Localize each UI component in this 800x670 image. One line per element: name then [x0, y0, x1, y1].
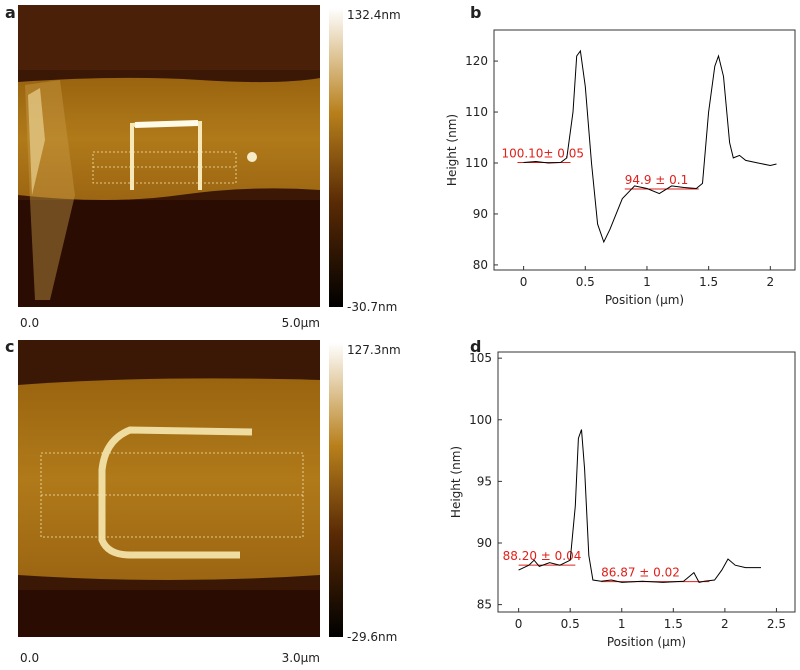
y-tick-label: 110 [465, 105, 488, 119]
annotation: 94.9 ± 0.1 [625, 173, 689, 187]
colorbar [329, 8, 343, 307]
scale-end: 3.0µm [282, 651, 320, 665]
scale-end: 5.0µm [282, 316, 320, 330]
x-tick-label: 1.5 [699, 275, 718, 289]
y-tick-label: 100 [469, 413, 492, 427]
x-tick-label: 0.5 [576, 275, 595, 289]
annotation: 86.87 ± 0.02 [601, 566, 680, 580]
y-tick-label: 80 [473, 258, 488, 272]
x-tick-label: 0 [520, 275, 528, 289]
y-axis-label: Height (nm) [445, 114, 459, 186]
plot-frame [493, 29, 796, 271]
colorbar-min: -30.7nm [347, 300, 397, 314]
y-tick-label: 120 [465, 54, 488, 68]
x-tick-label: 0.5 [561, 617, 580, 631]
annotation: 100.10± 0.05 [501, 146, 584, 160]
x-tick-label: 2 [767, 275, 775, 289]
afm-image-c [18, 340, 320, 637]
y-tick-label: 90 [477, 536, 492, 550]
y-axis-label: Height (nm) [449, 446, 463, 518]
panel-letter: a [5, 3, 16, 22]
x-axis-label: Position (µm) [607, 635, 686, 649]
colorbar-max: 127.3nm [347, 343, 401, 357]
profile-line [518, 429, 761, 583]
colorbar-max: 132.4nm [347, 8, 401, 22]
panel-letter: b [470, 3, 481, 22]
plot-frame [497, 351, 796, 613]
panel-letter: d [470, 337, 481, 356]
scale-start: 0.0 [20, 651, 39, 665]
colorbar [329, 343, 343, 637]
y-tick-label: 110 [465, 156, 488, 170]
annotation: 88.20 ± 0.04 [503, 549, 582, 563]
x-tick-label: 2 [721, 617, 729, 631]
x-tick-label: 0 [515, 617, 523, 631]
scale-start: 0.0 [20, 316, 39, 330]
afm-image-a [18, 5, 320, 307]
profile-line [523, 49, 777, 244]
x-tick-label: 1.5 [664, 617, 683, 631]
x-tick-label: 2.5 [767, 617, 786, 631]
panel-letter: c [5, 337, 14, 356]
y-tick-label: 85 [477, 598, 492, 612]
x-tick-label: 1 [643, 275, 651, 289]
colorbar-min: -29.6nm [347, 630, 397, 644]
y-tick-label: 90 [473, 207, 488, 221]
x-tick-label: 1 [618, 617, 626, 631]
x-axis-label: Position (µm) [605, 293, 684, 307]
y-tick-label: 95 [477, 474, 492, 488]
y-tick-label: 105 [469, 351, 492, 365]
